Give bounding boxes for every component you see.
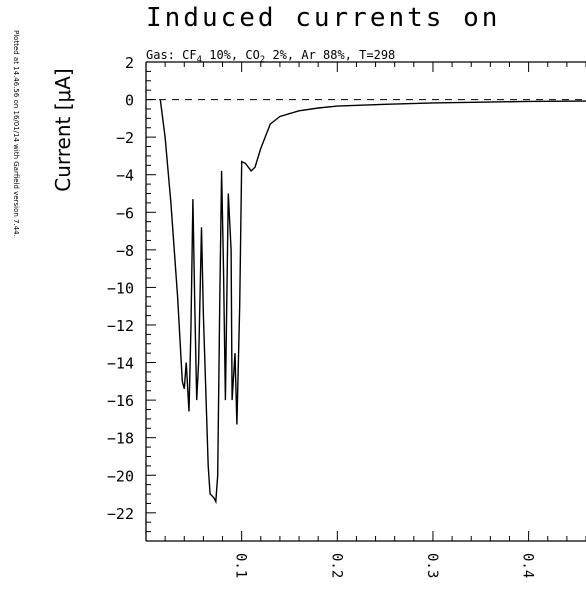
x-axis: 0.1 0.2 0.3 0.4: [145, 62, 586, 578]
y-tick-label: −18: [107, 430, 134, 448]
y-tick-label: −16: [107, 392, 134, 410]
side-note: Plotted at 14.46.56 on 16/01/14 with Gar…: [12, 30, 20, 237]
y-tick-label: −10: [107, 279, 134, 297]
x-tick-label: 0.4: [520, 553, 536, 578]
y-tick-label: −12: [107, 317, 134, 335]
plot-frame: [145, 61, 586, 542]
y-tick-label: 0: [125, 92, 134, 110]
y-axis: 2 0 −2 −4 −6 −8 −10 −12 −14 −16 −18 −20 −22: [107, 54, 156, 533]
y-tick-label: −14: [107, 355, 134, 373]
y-tick-label: −8: [116, 242, 134, 260]
gas-text: 2%, Ar 88%, T=298: [265, 48, 395, 62]
subscript: 4: [197, 55, 202, 65]
subscript: 2: [260, 55, 265, 65]
y-tick-label: −22: [107, 505, 134, 523]
y-tick-label: −2: [116, 129, 134, 147]
chart-title: Induced currents on: [146, 3, 500, 33]
y-tick-label: 2: [125, 54, 134, 72]
y-tick-label: −6: [116, 204, 134, 222]
gas-composition-label: Gas: CF4 10%, CO2 2%, Ar 88%, T=298: [146, 48, 395, 65]
gas-text: Gas: CF: [146, 48, 197, 62]
series-line: [159, 99, 586, 505]
y-axis-label: Current [μA]: [51, 68, 75, 192]
series-layer: [146, 99, 586, 505]
gas-text: 10%, CO: [202, 48, 260, 62]
x-tick-label: 0.3: [424, 553, 440, 578]
x-tick-label: 0.2: [328, 553, 344, 578]
y-tick-label: −4: [116, 167, 134, 185]
x-tick-label: 0.1: [233, 553, 249, 578]
y-tick-label: −20: [107, 467, 134, 485]
